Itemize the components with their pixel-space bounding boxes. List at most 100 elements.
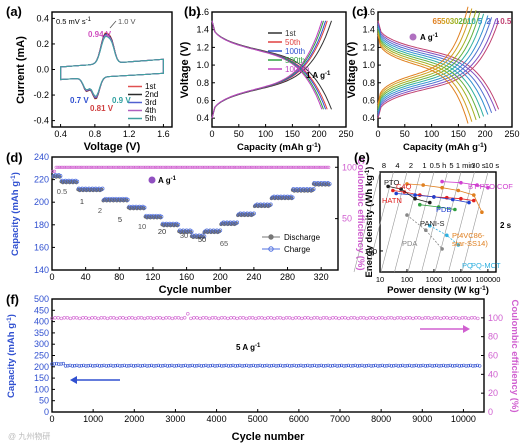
ce-point (365, 316, 369, 321)
ce-point (76, 165, 80, 169)
charge-point (251, 211, 256, 216)
time-label: 2 (409, 161, 413, 170)
ce-point (66, 165, 70, 169)
y-tick-label: -0.2 (33, 90, 49, 100)
ce-point (321, 316, 326, 320)
capacity-point (127, 364, 131, 368)
ce-point (145, 165, 149, 169)
discharge-curve-1st (211, 20, 332, 110)
ce-point (207, 316, 212, 321)
ce-point (189, 165, 193, 169)
legend-label: 3rd (145, 98, 157, 107)
legend-label: 100th (285, 47, 305, 56)
y-tick-label: 50 (342, 214, 352, 224)
ce-point (180, 165, 184, 169)
ce-point (182, 165, 186, 169)
ce-point (88, 165, 92, 169)
x-tick-label: 0.8 (89, 129, 102, 139)
capacity-point (392, 364, 396, 368)
ce-point (64, 165, 68, 169)
x-tick-label: 1000 (426, 275, 443, 284)
x-tick-label: 8000 (371, 414, 391, 424)
panel-c-letter: (c) (352, 4, 368, 19)
capacity-point (242, 364, 247, 368)
capacity-point (195, 364, 199, 368)
ce-point (52, 169, 57, 173)
ce-point (260, 316, 264, 320)
capacity-point (457, 364, 461, 368)
ce-point (322, 165, 326, 169)
panel-d-legend: Discharge Charge (262, 233, 321, 254)
ce-point (91, 165, 95, 169)
x-tick-label: 1.2 (123, 129, 136, 139)
y-tick-label: 100 (34, 384, 49, 394)
legend-label: 1000th (285, 65, 309, 74)
y-tick-label: 180 (34, 220, 49, 230)
x-tick-label: 250 (338, 129, 353, 139)
capacity-point (466, 364, 471, 368)
ce-point (126, 165, 131, 169)
x-tick-label: 150 (285, 129, 300, 139)
ce-point (71, 165, 75, 169)
material-label: PDA (402, 239, 417, 248)
rate-charge-1 (377, 18, 497, 117)
x-tick-label: 80 (114, 272, 124, 282)
charge-point (202, 234, 207, 239)
ce-point (116, 165, 121, 169)
time-line (461, 171, 489, 273)
capacity-point (254, 364, 258, 368)
rate-label: 2 (486, 17, 491, 26)
capacity-point (410, 364, 414, 368)
legend-label: 1st (145, 82, 156, 91)
capacity-point (88, 363, 93, 368)
ce-point (463, 316, 468, 320)
capacity-point (301, 364, 305, 368)
ce-point (111, 165, 115, 169)
capacity-point (272, 363, 276, 368)
ce-point (160, 165, 164, 169)
rate-discharge-50 (377, 33, 473, 122)
capacity-point (326, 363, 330, 368)
ce-point (226, 316, 230, 321)
ce-point (161, 316, 165, 321)
ce-point (81, 165, 85, 169)
material-label: PDB (436, 205, 451, 214)
ce-point (147, 165, 151, 169)
capacity-point (109, 363, 113, 368)
panel-d-capacity-points (51, 173, 332, 239)
capacity-point (100, 364, 104, 368)
ragone-point (480, 210, 484, 214)
panel-d-ylabel: Capacity (mAh g-1) (10, 172, 21, 256)
capacity-point (217, 363, 222, 368)
capacity-point (394, 363, 398, 368)
capacity-point (50, 362, 54, 366)
x-tick-label: 120 (145, 272, 160, 282)
panel-b-xlabel: Capacity (mAh g-1) (237, 142, 321, 153)
ce-point (327, 165, 331, 169)
ce-point (197, 165, 201, 169)
capacity-point (113, 364, 118, 368)
ce-point (108, 316, 113, 320)
ce-point (445, 316, 449, 320)
capacity-point (63, 364, 68, 368)
capacity-point (134, 364, 138, 368)
ce-point (284, 316, 289, 320)
ce-point (451, 316, 455, 320)
capacity-point (220, 364, 224, 368)
ce-point (429, 316, 434, 321)
ce-point (204, 165, 208, 169)
ce-point (84, 165, 89, 169)
ce-point (96, 165, 100, 169)
ce-point (164, 316, 168, 320)
ce-point (165, 165, 169, 169)
capacity-point (398, 364, 403, 368)
panel-d-xticks: 0 40 80 120 160 200 240 280 320 (49, 267, 329, 282)
capacity-point (201, 364, 206, 368)
ce-point (62, 165, 67, 169)
y-tick-label: 50 (39, 396, 49, 406)
x-tick-label: 200 (213, 272, 228, 282)
capacity-point (79, 364, 84, 368)
legend-label: Discharge (284, 233, 321, 242)
ce-point (315, 165, 319, 169)
x-tick-label: 1000 (83, 414, 103, 424)
